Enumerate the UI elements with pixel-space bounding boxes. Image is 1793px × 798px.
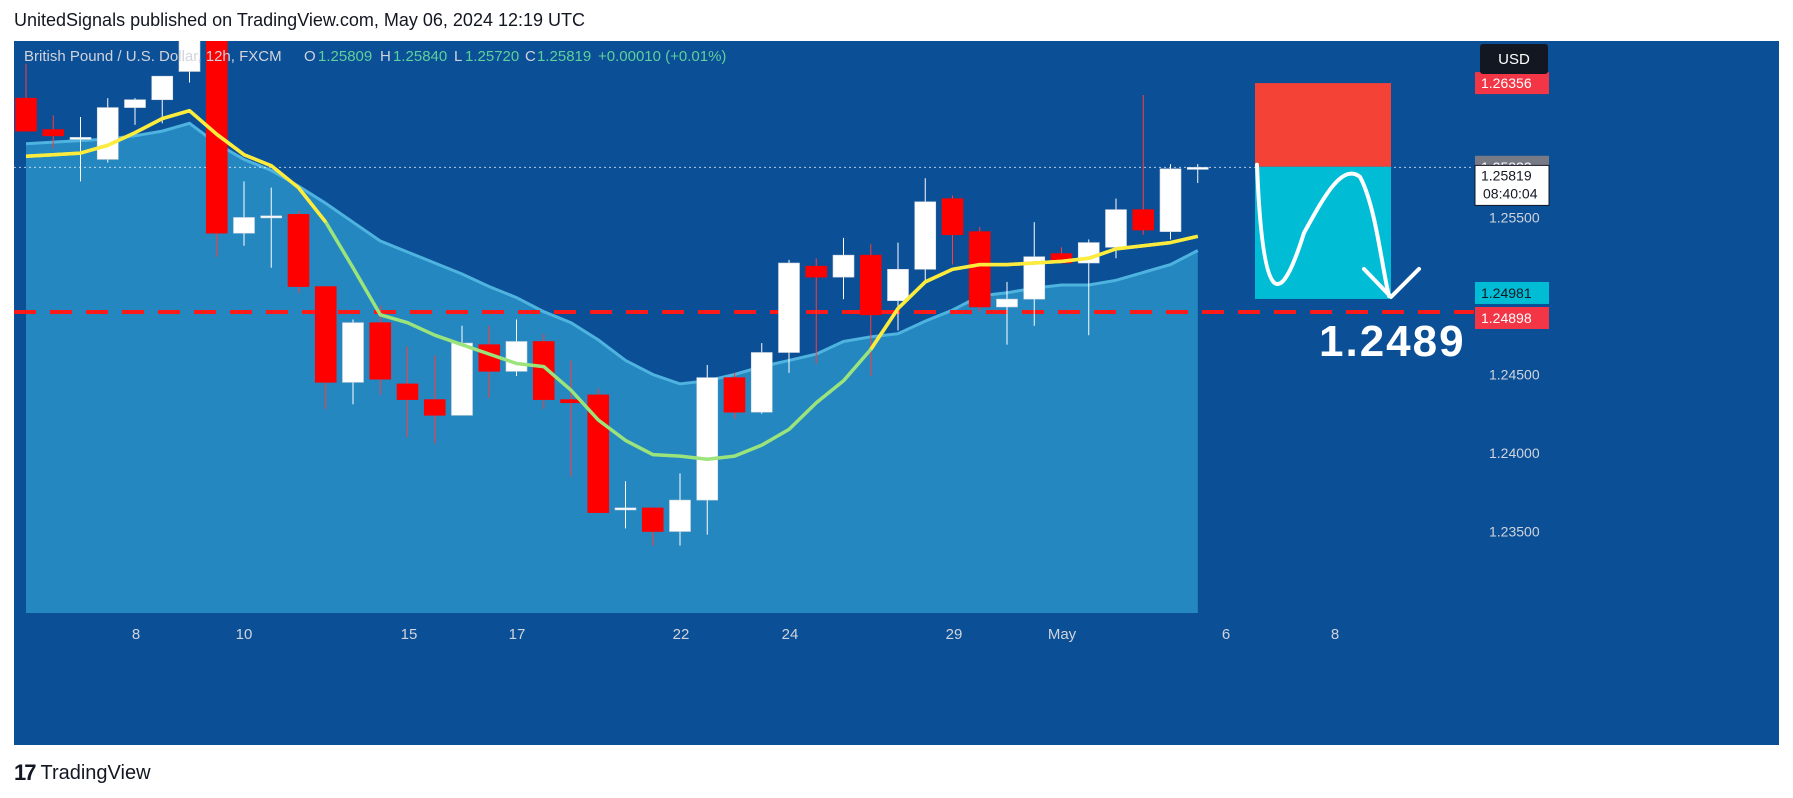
legend-high-value: 1.25840 — [393, 48, 447, 65]
candle-up — [69, 137, 92, 140]
price-chart[interactable]: 1.2489 1.265001.255001.245001.240001.235… — [14, 41, 1779, 745]
candle-down — [805, 265, 828, 278]
time-axis-tick: 17 — [509, 626, 526, 643]
candle-down — [968, 231, 991, 308]
target-annotation: 1.2489 — [1319, 317, 1466, 366]
price-label: 1.26356 — [1481, 75, 1532, 91]
legend-change: +0.00010 (+0.01%) — [598, 48, 726, 65]
candle-down — [205, 41, 228, 234]
candle-up — [696, 377, 719, 501]
candle-up — [1159, 168, 1182, 232]
candle-up — [451, 342, 473, 416]
legend-high-label: H — [380, 48, 391, 65]
time-axis-tick: 10 — [236, 626, 253, 643]
candle-up — [151, 75, 174, 101]
candle-down — [314, 286, 337, 383]
candle-down — [369, 322, 392, 380]
ma-cloud-area — [26, 123, 1198, 614]
time-axis-tick: 8 — [132, 626, 140, 643]
time-axis-tick: 24 — [782, 626, 799, 643]
chart-frame[interactable]: 1.2489 1.265001.255001.245001.240001.235… — [14, 41, 1779, 745]
legend-close-label: C — [525, 48, 536, 65]
candle-up — [178, 41, 201, 72]
candle-down — [641, 507, 664, 532]
candle-up — [778, 262, 800, 353]
time-axis-tick: 8 — [1331, 626, 1339, 643]
footer: 17 TradingView — [14, 760, 151, 786]
legend-open-value: 1.25809 — [318, 48, 372, 65]
candle-down — [42, 129, 65, 137]
take-profit-zone — [1255, 166, 1391, 299]
legend-open-label: O — [304, 48, 316, 65]
candle-down — [859, 254, 882, 316]
candle-up — [96, 107, 119, 160]
candle-down — [287, 214, 310, 287]
time-axis-tick: 22 — [673, 626, 690, 643]
price-axis-tick: 1.23500 — [1489, 523, 1540, 539]
time-axis-pane — [14, 613, 1474, 650]
candle-up — [887, 268, 909, 301]
time-axis-tick: 15 — [401, 626, 418, 643]
candle-up — [505, 341, 528, 372]
candle-down — [15, 97, 37, 132]
candle-down — [532, 341, 555, 400]
candle-up — [614, 507, 637, 511]
last-price-label-box — [1474, 164, 1550, 206]
price-label-box — [1475, 72, 1549, 95]
candle-up — [1023, 256, 1046, 300]
candle-up — [750, 352, 773, 413]
last-price-label: 1.25819 — [1481, 167, 1532, 183]
candle-down — [423, 399, 446, 416]
candle-up — [996, 298, 1018, 308]
candle-up — [260, 215, 283, 219]
price-label-box — [1475, 306, 1549, 329]
candle-up — [669, 499, 691, 532]
candle-up — [342, 322, 364, 383]
price-label-box — [1475, 281, 1549, 304]
legend-low-value: 1.25720 — [465, 48, 519, 65]
countdown-label: 08:40:04 — [1483, 185, 1538, 201]
currency-button[interactable] — [1480, 44, 1548, 74]
price-label: 1.24898 — [1481, 310, 1532, 326]
price-axis-tick: 1.25500 — [1489, 209, 1540, 225]
candle-up — [914, 201, 937, 270]
candle-down — [941, 198, 964, 236]
candle-up — [1105, 209, 1127, 248]
price-label: 1.24981 — [1481, 285, 1532, 301]
tradingview-brand: TradingView — [40, 761, 151, 784]
price-axis-pane — [1474, 41, 1779, 745]
price-axis-tick: 1.24500 — [1489, 366, 1540, 382]
legend-low-label: L — [454, 48, 462, 65]
candle-up — [832, 254, 855, 278]
fast-ma-line — [25, 108, 1199, 351]
arrow-head-icon — [1362, 266, 1421, 299]
candle-up — [1186, 167, 1209, 170]
candle-down — [1132, 209, 1155, 231]
candle-up — [124, 99, 146, 108]
time-axis-tick: 29 — [946, 626, 963, 643]
time-axis-tick: May — [1048, 626, 1077, 643]
price-axis-tick: 1.24000 — [1489, 445, 1540, 461]
candle-up — [233, 217, 255, 234]
publisher-header: UnitedSignals published on TradingView.c… — [14, 10, 586, 30]
legend-close-value: 1.25819 — [537, 48, 591, 65]
projected-path-arrow — [1255, 162, 1391, 298]
time-axis-tick: 6 — [1222, 626, 1230, 643]
tradingview-logo-icon: 17 — [14, 760, 37, 785]
candle-down — [723, 377, 746, 413]
legend-symbol: British Pound / U.S. Dollar, 12h, FXCM — [24, 48, 282, 65]
stop-loss-zone — [1255, 83, 1391, 167]
candle-down — [396, 383, 419, 400]
currency-button-label: USD — [1498, 51, 1530, 68]
